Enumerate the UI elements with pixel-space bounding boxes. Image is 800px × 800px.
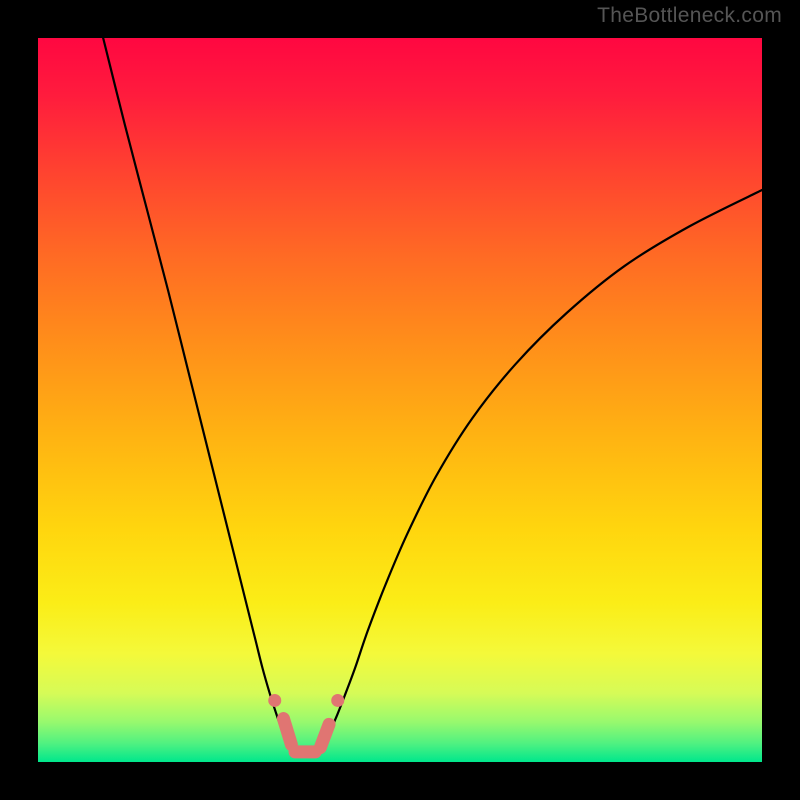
plot-background <box>38 38 762 762</box>
marker-dot-4 <box>331 694 344 707</box>
watermark-text: TheBottleneck.com <box>597 4 782 28</box>
plot-svg <box>38 38 762 762</box>
marker-dot-0 <box>268 694 281 707</box>
chart-outer: TheBottleneck.com <box>0 0 800 800</box>
marker-segment-1 <box>283 719 291 745</box>
marker-segment-3 <box>320 724 329 747</box>
plot-area <box>38 38 762 762</box>
